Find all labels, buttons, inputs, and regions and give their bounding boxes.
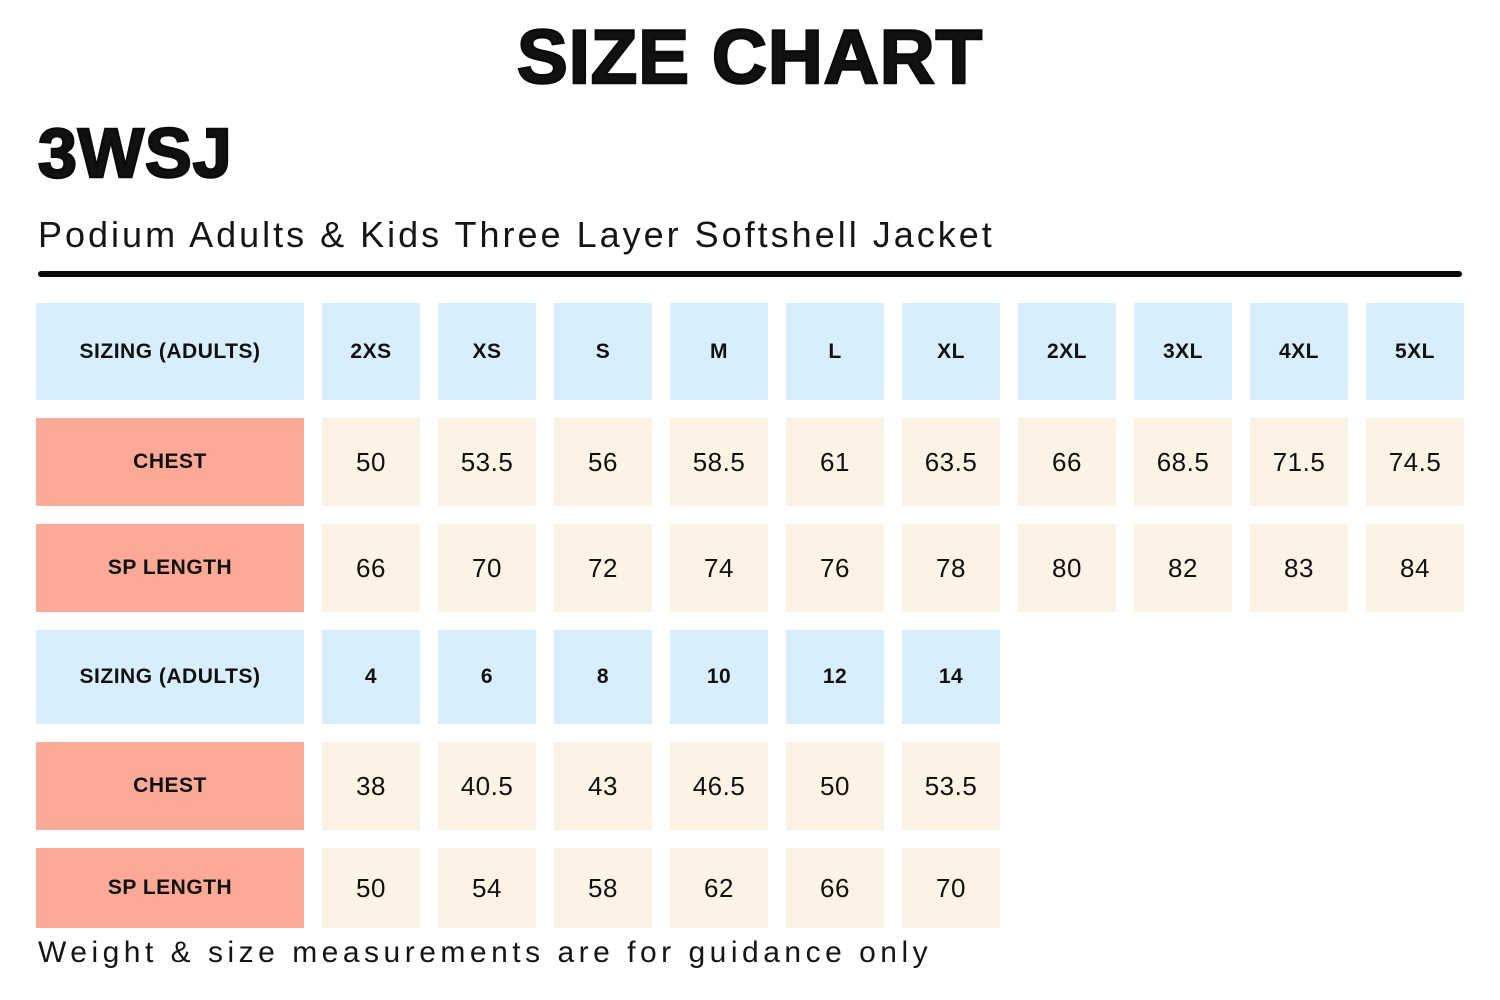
grid-spacer — [1018, 848, 1464, 928]
size-header-cell: 8 — [554, 630, 652, 724]
value-cell: 66 — [786, 848, 884, 928]
value-cell: 61 — [786, 418, 884, 506]
value-cell: 83 — [1250, 524, 1348, 612]
adults-sizing-header-cell: SIZING (ADULTS) — [36, 303, 304, 400]
value-cell: 50 — [322, 418, 420, 506]
value-cell: 82 — [1134, 524, 1232, 612]
size-header-cell: 14 — [902, 630, 1000, 724]
page-title: SIZE CHART — [516, 15, 984, 100]
value-cell: 74.5 — [1366, 418, 1464, 506]
size-header-cell: 6 — [438, 630, 536, 724]
value-cell: 38 — [322, 742, 420, 830]
product-code: 3WSJ — [37, 114, 233, 192]
size-header-cell: 2XS — [322, 303, 420, 400]
grid-spacer — [1018, 742, 1464, 830]
value-cell: 78 — [902, 524, 1000, 612]
value-cell: 56 — [554, 418, 652, 506]
size-header-cell: 3XL — [1134, 303, 1232, 400]
row-label-cell: SP LENGTH — [36, 848, 304, 928]
size-header-cell: 12 — [786, 630, 884, 724]
value-cell: 70 — [438, 524, 536, 612]
value-cell: 66 — [1018, 418, 1116, 506]
value-cell: 46.5 — [670, 742, 768, 830]
value-cell: 66 — [322, 524, 420, 612]
value-cell: 58 — [554, 848, 652, 928]
value-cell: 50 — [786, 742, 884, 830]
size-header-cell: M — [670, 303, 768, 400]
value-cell: 71.5 — [1250, 418, 1348, 506]
size-header-cell: XS — [438, 303, 536, 400]
size-header-cell: XL — [902, 303, 1000, 400]
value-cell: 80 — [1018, 524, 1116, 612]
size-table: SIZING (ADULTS) 2XS XS S M L XL 2XL 3XL … — [36, 303, 1464, 928]
size-header-cell: 4 — [322, 630, 420, 724]
size-header-cell: 10 — [670, 630, 768, 724]
size-header-cell: 5XL — [1366, 303, 1464, 400]
kids-sizing-header-cell: SIZING (ADULTS) — [36, 630, 304, 724]
value-cell: 43 — [554, 742, 652, 830]
value-cell: 70 — [902, 848, 1000, 928]
row-label-cell: CHEST — [36, 742, 304, 830]
value-cell: 72 — [554, 524, 652, 612]
value-cell: 84 — [1366, 524, 1464, 612]
size-header-cell: S — [554, 303, 652, 400]
value-cell: 76 — [786, 524, 884, 612]
value-cell: 68.5 — [1134, 418, 1232, 506]
value-cell: 54 — [438, 848, 536, 928]
value-cell: 53.5 — [438, 418, 536, 506]
value-cell: 40.5 — [438, 742, 536, 830]
row-label-cell: CHEST — [36, 418, 304, 506]
title-divider — [38, 271, 1462, 277]
value-cell: 74 — [670, 524, 768, 612]
value-cell: 62 — [670, 848, 768, 928]
size-header-cell: L — [786, 303, 884, 400]
guidance-footnote: Weight & size measurements are for guida… — [38, 936, 933, 969]
value-cell: 53.5 — [902, 742, 1000, 830]
grid-spacer — [1018, 630, 1464, 724]
size-header-cell: 2XL — [1018, 303, 1116, 400]
value-cell: 63.5 — [902, 418, 1000, 506]
value-cell: 58.5 — [670, 418, 768, 506]
size-header-cell: 4XL — [1250, 303, 1348, 400]
value-cell: 50 — [322, 848, 420, 928]
product-name: Podium Adults & Kids Three Layer Softshe… — [38, 214, 995, 255]
row-label-cell: SP LENGTH — [36, 524, 304, 612]
